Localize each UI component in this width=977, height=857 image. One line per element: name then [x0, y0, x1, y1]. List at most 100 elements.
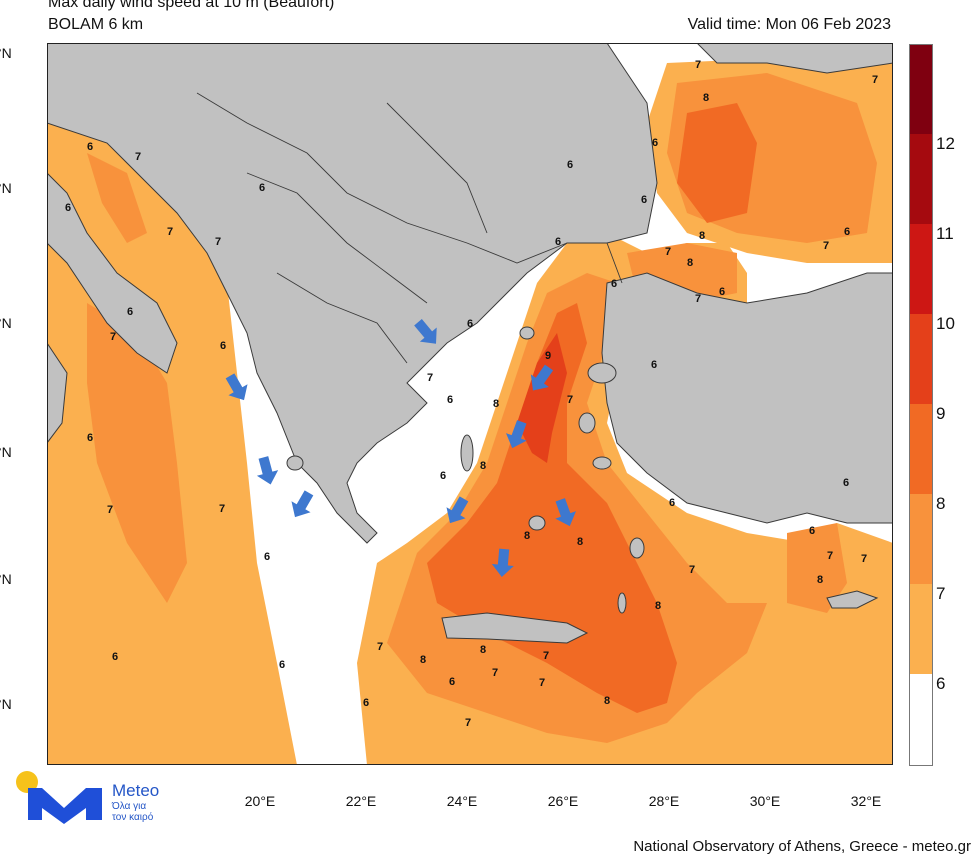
land-crete — [441, 612, 589, 644]
contour-label: 6 — [127, 306, 133, 318]
colorbar-label: 6 — [936, 674, 946, 693]
contour-label: 7 — [665, 246, 671, 258]
lat-label: °N — [0, 696, 12, 712]
island-euboea — [460, 434, 474, 472]
contour-label: 6 — [651, 359, 657, 371]
colorbar — [909, 44, 933, 766]
lon-label: 30°E — [749, 793, 781, 809]
land-italy-heel — [47, 172, 178, 374]
contour-label: 8 — [420, 654, 426, 666]
contour-label: 8 — [480, 644, 486, 656]
contour-label: 7 — [567, 394, 573, 406]
contour-label: 8 — [604, 695, 610, 707]
contour-label: 7 — [827, 550, 833, 562]
colorbar-segment — [909, 674, 933, 766]
land-turkey — [601, 272, 893, 524]
wind-arrow-icon — [225, 373, 248, 401]
contour-label: 7 — [215, 236, 221, 248]
contour-label: 7 — [695, 293, 701, 305]
wind-bands — [47, 53, 893, 765]
contour-label: 6 — [652, 137, 658, 149]
valid-time: Valid time: Mon 06 Feb 2023 — [687, 16, 891, 33]
contour-label: 6 — [641, 194, 647, 206]
map-frame — [47, 43, 893, 765]
borders — [196, 92, 623, 364]
island-chios — [578, 412, 596, 434]
contour-label: 6 — [363, 697, 369, 709]
colorbar-segment — [909, 44, 933, 134]
colorbar-label: 12 — [936, 134, 955, 153]
contour-label: 6 — [467, 318, 473, 330]
wind-arrow-icon — [446, 496, 469, 524]
contour-label: 7 — [689, 564, 695, 576]
land-cyprus — [826, 590, 879, 609]
colorbar-segment — [909, 494, 933, 584]
wind-arrow-icon — [491, 548, 514, 577]
contour-label: 6 — [844, 226, 850, 238]
band-7-8-west — [87, 303, 187, 603]
contour-label: 6 — [555, 236, 561, 248]
colorbar-label: 8 — [936, 494, 946, 513]
lon-label: 20°E — [244, 793, 276, 809]
contour-label: 7 — [872, 74, 878, 86]
contour-label: 6 — [259, 182, 265, 194]
contour-label: 8 — [687, 257, 693, 269]
brand-slogan: Όλα για τον καιρό — [112, 801, 153, 823]
land-italy-toe — [47, 342, 68, 444]
contour-label: 6 — [449, 676, 455, 688]
wind-map: 6 7 6 7 7 6 7 6 6 7 7 6 6 6 7 8 6 6 8 7 … — [47, 43, 893, 765]
land-balkans — [47, 43, 658, 544]
credit-text: National Observatory of Athens, Greece -… — [633, 838, 971, 855]
colorbar-segment — [909, 584, 933, 674]
contour-label: 8 — [655, 600, 661, 612]
contour-label: 6 — [65, 202, 71, 214]
band-8-9-blacksea — [677, 103, 757, 223]
colorbar-label: 9 — [936, 404, 946, 423]
wind-arrow-icon — [256, 456, 279, 485]
wind-arrows — [225, 319, 577, 577]
lon-label: 24°E — [446, 793, 478, 809]
colorbar-segment — [909, 404, 933, 494]
map-canvas: 6 7 6 7 7 6 7 6 6 7 7 6 6 6 7 8 6 6 8 7 … — [47, 43, 893, 765]
island-lemnos — [519, 326, 535, 340]
band-9-10-aegean — [517, 333, 567, 463]
wind-arrow-icon — [291, 490, 314, 518]
contour-label: 6 — [87, 141, 93, 153]
contour-label: 7 — [492, 667, 498, 679]
lat-label: °N — [0, 444, 12, 460]
contour-label: 7 — [167, 226, 173, 238]
colorbar-label: 11 — [936, 224, 954, 243]
lon-label: 32°E — [850, 793, 882, 809]
colorbar-label: 7 — [936, 584, 946, 603]
lat-label: °N — [0, 571, 12, 587]
contour-label: 6 — [279, 659, 285, 671]
lon-label: 26°E — [547, 793, 579, 809]
contour-label: 6 — [611, 278, 617, 290]
contour-label: 7 — [465, 717, 471, 729]
contour-label: 7 — [539, 677, 545, 689]
slogan-line: Όλα για — [112, 801, 147, 812]
contour-label: 6 — [719, 286, 725, 298]
contour-label: 6 — [220, 340, 226, 352]
map-title: Max daily wind speed at 10 m (Beaufort) — [48, 0, 335, 11]
contour-label: 8 — [524, 530, 530, 542]
lat-label: °N — [0, 45, 12, 61]
island-kefalonia — [286, 455, 304, 471]
contour-label: 7 — [823, 240, 829, 252]
contour-label: 6 — [843, 477, 849, 489]
contour-label: 7 — [695, 59, 701, 71]
colorbar-label: 10 — [936, 314, 955, 333]
contour-label: 7 — [135, 151, 141, 163]
lon-label: 22°E — [345, 793, 377, 809]
island-karpathos — [617, 592, 627, 614]
contour-label: 7 — [377, 641, 383, 653]
model-label: BOLAM 6 km — [48, 16, 144, 33]
wind-arrow-icon — [505, 420, 527, 449]
island-rhodes — [629, 537, 645, 559]
colorbar-segment — [909, 134, 933, 224]
colorbar-segment — [909, 314, 933, 404]
colorbar-segment — [909, 224, 933, 314]
contour-label: 8 — [577, 536, 583, 548]
land — [47, 43, 893, 644]
lat-label: °N — [0, 180, 12, 196]
